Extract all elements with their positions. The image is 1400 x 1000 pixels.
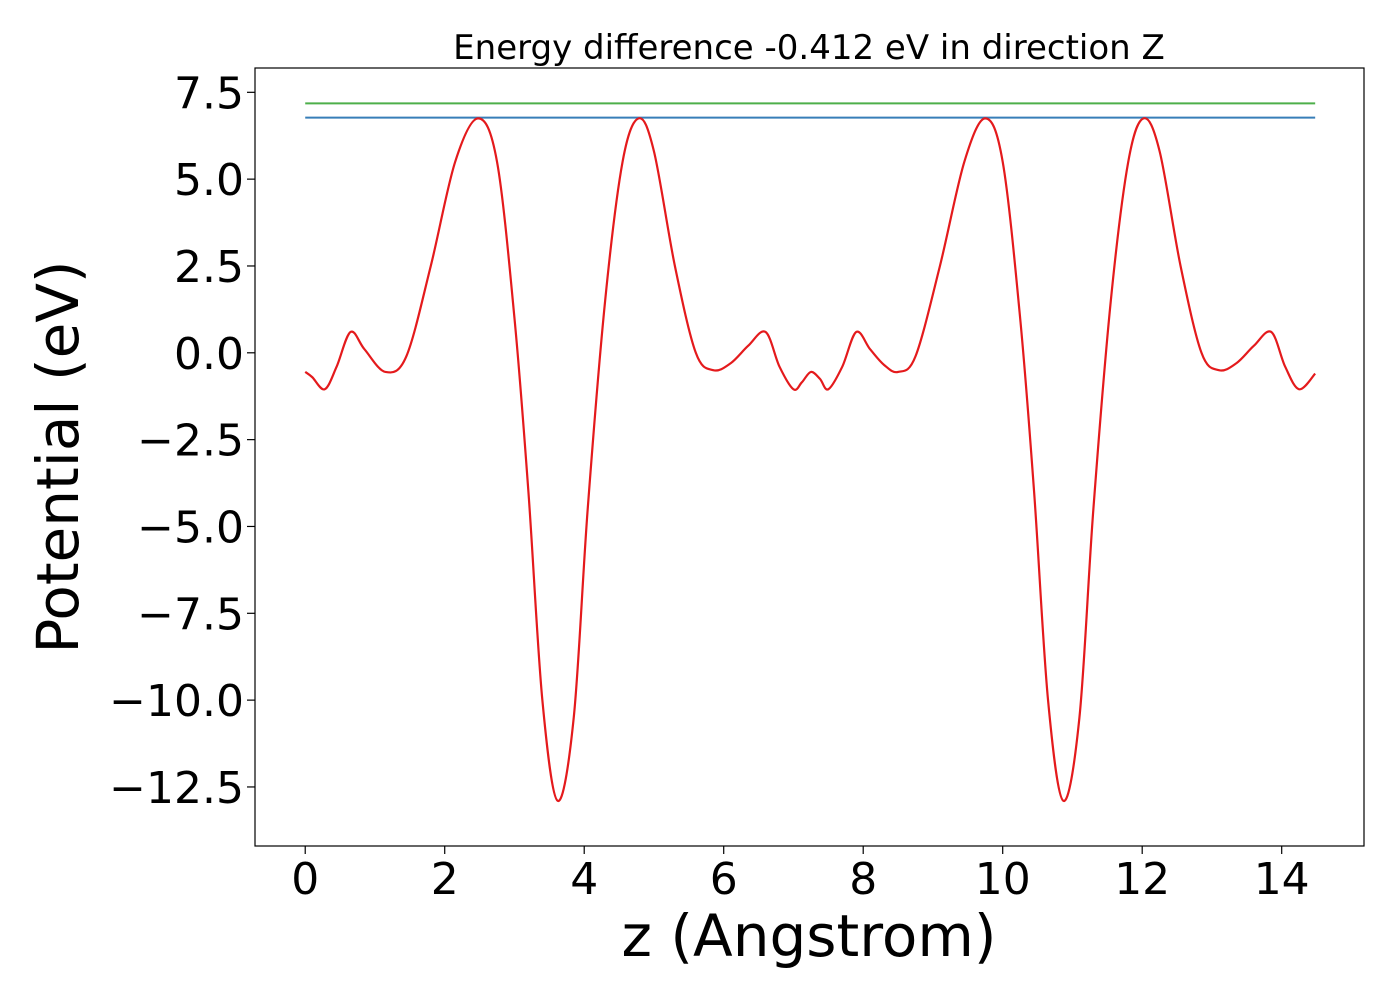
- series-layer: [304, 102, 1317, 802]
- y-tick-label: 7.5: [174, 68, 244, 119]
- y-tick-label: −12.5: [109, 763, 244, 814]
- x-axis-label: z (Angstrom): [622, 902, 997, 970]
- chart-title: Energy difference -0.412 eV in direction…: [453, 28, 1165, 68]
- y-tick-label: −5.0: [137, 502, 244, 553]
- y-tick-label: −10.0: [109, 676, 244, 727]
- x-tick-label: 14: [1254, 854, 1310, 905]
- y-axis: 7.5 5.0 2.5 0.0 −2.5 −5.0 −7.5 −10.0 −12.5: [109, 68, 255, 814]
- x-tick-label: 4: [570, 854, 598, 905]
- x-axis: 0 2 4 6 8 10 12 14: [291, 846, 1310, 905]
- x-tick-label: 8: [849, 854, 877, 905]
- plot-frame: [254, 67, 1365, 847]
- y-tick-label: 0.0: [174, 329, 244, 380]
- x-tick-label: 2: [431, 854, 459, 905]
- x-tick-label: 10: [975, 854, 1031, 905]
- x-tick-label: 12: [1114, 854, 1170, 905]
- x-tick-label: 0: [291, 854, 319, 905]
- x-tick-label: 6: [710, 854, 738, 905]
- y-tick-label: 2.5: [174, 242, 244, 293]
- y-tick-label: −7.5: [137, 589, 244, 640]
- y-tick-label: −2.5: [137, 416, 244, 467]
- series-line-potential: [304, 117, 1317, 802]
- y-tick-label: 5.0: [174, 155, 244, 206]
- y-axis-label: Potential (eV): [24, 260, 92, 653]
